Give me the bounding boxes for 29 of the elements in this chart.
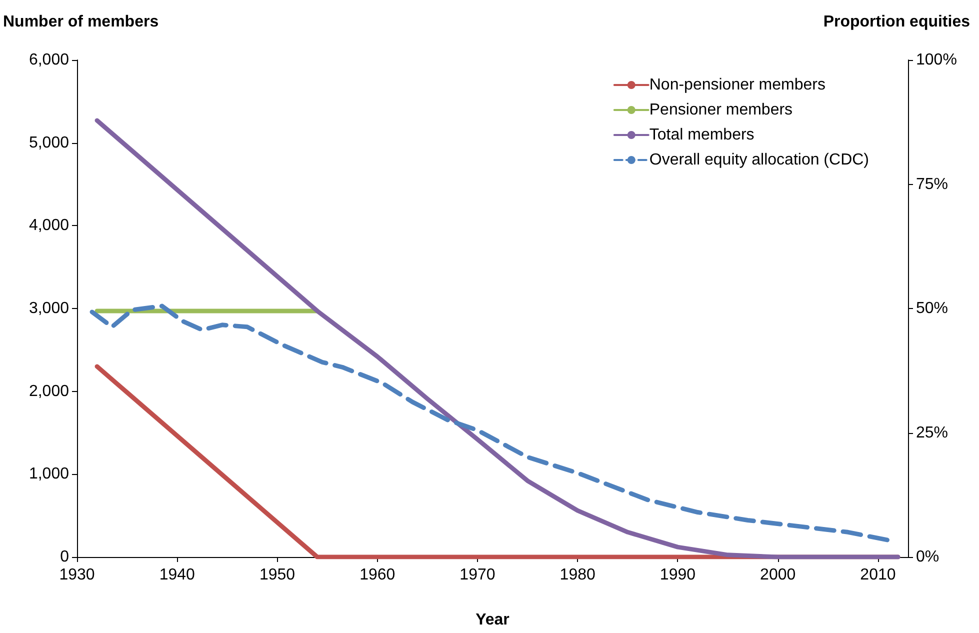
y-tick-label: 1,000 (28, 466, 70, 483)
legend-label: Pensioner members (649, 102, 793, 118)
x-tick-label: 1950 (259, 566, 296, 584)
x-tick-label: 1960 (360, 566, 396, 584)
y2-tick-label: 100% (916, 52, 957, 68)
legend-label: Overall equity allocation (CDC) (649, 152, 870, 168)
legend-label: Total members (649, 126, 754, 144)
y-axis-title: Number of members (3, 14, 159, 30)
line-series (94, 118, 900, 560)
x-axis-title: Year (476, 612, 510, 628)
y2-tick-label: 0% (916, 548, 940, 566)
y2-axis-title: Proportion equities (823, 14, 970, 30)
y-tick-label: 3,000 (28, 300, 70, 317)
legend-label: Non-pensioner members (649, 76, 826, 94)
y-tick-label: 2,000 (28, 382, 70, 400)
y-tick-label: 4,000 (28, 217, 70, 234)
x-tick-label: 1930 (59, 566, 95, 584)
y-tick-label: 5,000 (28, 134, 70, 152)
x-tick-label: 2010 (860, 566, 896, 584)
x-tick-label: 1980 (560, 566, 596, 584)
x-tick-label: 1940 (159, 566, 196, 584)
y-tick-label: 6,000 (28, 52, 70, 68)
y2-tick-label: 75% (916, 176, 948, 193)
x-tick-label: 2000 (760, 566, 796, 584)
y-tick-label: 0 (60, 548, 70, 566)
y2-tick-label: 25% (916, 424, 948, 442)
x-tick-label: 1990 (660, 566, 696, 584)
y2-tick-label: 50% (916, 300, 948, 317)
x-tick-label: 1970 (460, 566, 496, 584)
